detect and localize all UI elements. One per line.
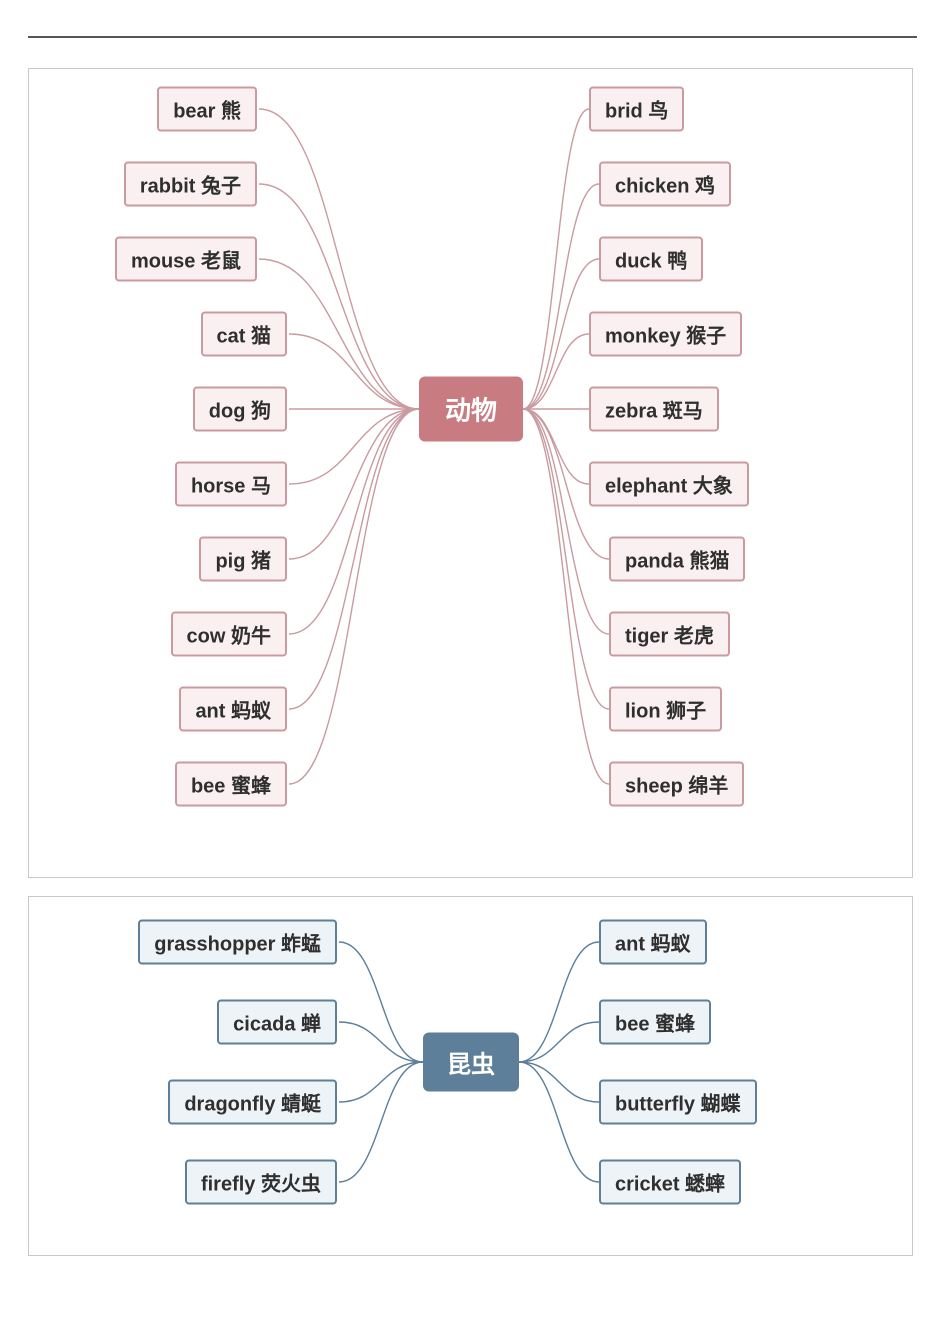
leaf-node: firefly 荧火虫 [185, 1160, 337, 1205]
edge [519, 1062, 599, 1102]
edge [523, 409, 609, 634]
edge [519, 942, 599, 1062]
edge [523, 409, 589, 484]
leaf-node: bee 蜜蜂 [599, 1000, 711, 1045]
leaf-node: tiger 老虎 [609, 612, 730, 657]
edge [339, 1062, 423, 1182]
leaf-node: dog 狗 [193, 387, 287, 432]
edge [289, 334, 419, 409]
leaf-node: bear 熊 [157, 87, 257, 132]
leaf-node: mouse 老鼠 [115, 237, 257, 282]
leaf-node: ant 蚂蚁 [599, 920, 707, 965]
edge [289, 409, 419, 784]
leaf-node: grasshopper 蚱蜢 [138, 920, 337, 965]
edge [259, 184, 419, 409]
leaf-node: ant 蚂蚁 [179, 687, 287, 732]
center-node: 昆虫 [423, 1033, 519, 1092]
edge [289, 409, 419, 709]
mindmap-animals: bear 熊 rabbit 兔子 mouse 老鼠 cat 猫 dog 狗 horse 马… [28, 68, 913, 878]
edge [289, 409, 419, 634]
leaf-node: horse 马 [175, 462, 287, 507]
leaf-node: brid 鸟 [589, 87, 684, 132]
leaf-node: chicken 鸡 [599, 162, 731, 207]
edge [523, 184, 599, 409]
mindmap-insects: grasshopper 蚱蜢 cicada 蝉 dragonfly 蜻蜓 firefl… [28, 896, 913, 1256]
edge [289, 409, 419, 559]
leaf-node: cow 奶牛 [171, 612, 287, 657]
leaf-node: duck 鸭 [599, 237, 703, 282]
leaf-node: pig 猪 [199, 537, 287, 582]
leaf-node: dragonfly 蜻蜓 [168, 1080, 337, 1125]
maps-host: bear 熊 rabbit 兔子 mouse 老鼠 cat 猫 dog 狗 horse 马… [0, 68, 945, 1256]
edge [519, 1022, 599, 1062]
top-divider [28, 36, 917, 56]
edge [289, 409, 419, 484]
page: bear 熊 rabbit 兔子 mouse 老鼠 cat 猫 dog 狗 horse 马… [0, 0, 945, 1256]
edge [523, 334, 589, 409]
leaf-node: sheep 绵羊 [609, 762, 744, 807]
edge [339, 942, 423, 1062]
leaf-node: cicada 蝉 [217, 1000, 337, 1045]
leaf-node: elephant 大象 [589, 462, 749, 507]
leaf-node: monkey 猴子 [589, 312, 742, 357]
edge [523, 109, 589, 409]
leaf-node: panda 熊猫 [609, 537, 745, 582]
edge [519, 1062, 599, 1182]
edge [523, 259, 599, 409]
edge [339, 1022, 423, 1062]
center-node: 动物 [419, 377, 523, 442]
leaf-node: rabbit 兔子 [124, 162, 257, 207]
leaf-node: butterfly 蝴蝶 [599, 1080, 757, 1125]
leaf-node: bee 蜜蜂 [175, 762, 287, 807]
edge [339, 1062, 423, 1102]
edge [259, 109, 419, 409]
leaf-node: cat 猫 [201, 312, 287, 357]
leaf-node: zebra 斑马 [589, 387, 719, 432]
edge [523, 409, 609, 709]
leaf-node: lion 狮子 [609, 687, 722, 732]
leaf-node: cricket 蟋蟀 [599, 1160, 741, 1205]
